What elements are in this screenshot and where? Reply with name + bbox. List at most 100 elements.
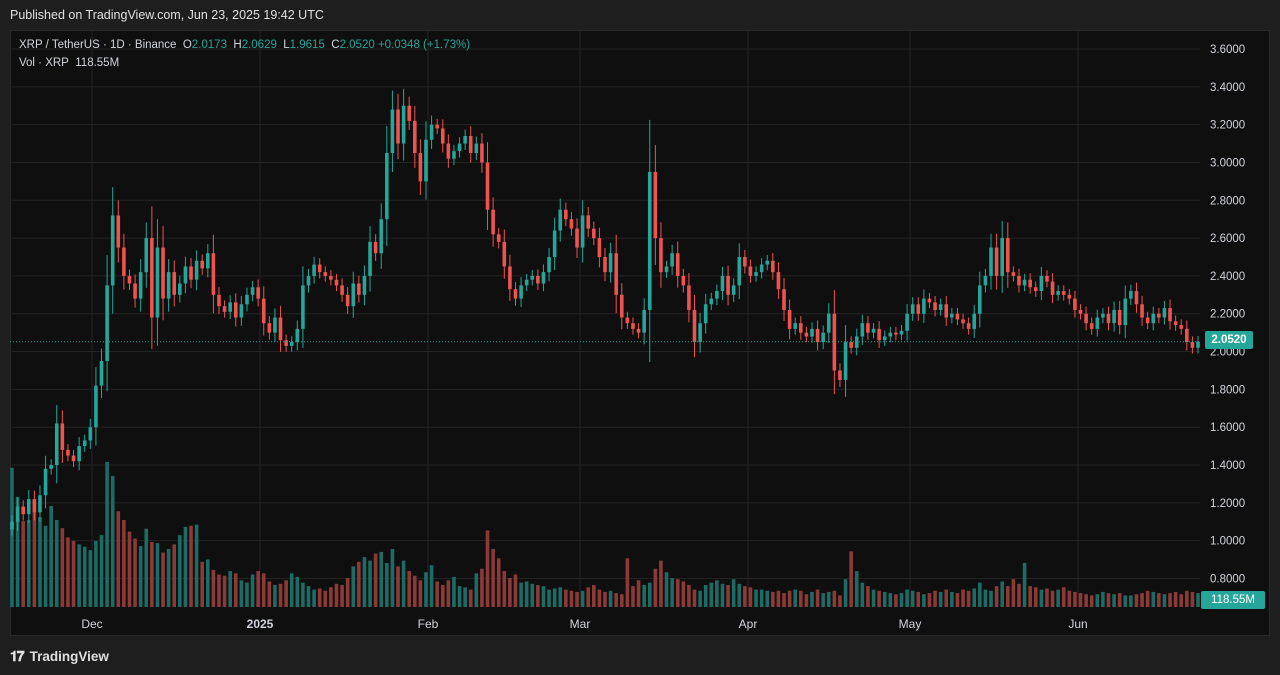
candle-body [306, 275, 311, 286]
volume-bar [849, 551, 853, 607]
candle-body [491, 209, 495, 235]
volume-value: 118.55M [75, 57, 120, 69]
volume-bar [994, 586, 999, 607]
candle-body [631, 323, 635, 329]
volume-bar [983, 589, 988, 607]
candle-body [832, 313, 837, 371]
x-tick-label: Jun [1068, 617, 1087, 631]
volume-bar [871, 589, 876, 607]
volume-bar [961, 589, 965, 607]
volume-bar [172, 544, 177, 607]
candle-body [144, 238, 149, 273]
volume-bar [754, 589, 758, 607]
volume-bar [166, 549, 171, 607]
candle-body [558, 209, 563, 231]
volume-bar [429, 565, 434, 607]
candle-body [390, 109, 395, 154]
tradingview-brand[interactable]: 𝟏𝟕 TradingView [10, 648, 109, 665]
candle-body [1084, 313, 1088, 324]
candle-body [1157, 313, 1161, 318]
y-tick-label: 2.2000 [1210, 309, 1245, 321]
volume-bar [1017, 583, 1021, 607]
candle-body [642, 309, 646, 333]
volume-bar [524, 581, 529, 607]
volume-bar [491, 549, 495, 607]
candle-body [284, 340, 288, 346]
volume-bar [804, 594, 809, 607]
volume-bar [480, 568, 484, 607]
candle-body [1106, 313, 1111, 324]
volume-bar [1061, 587, 1066, 607]
y-tick-label: 2.0000 [1210, 347, 1245, 359]
volume-bar [183, 526, 188, 607]
volume-bar [966, 590, 971, 607]
candle-body [994, 247, 999, 276]
candle-body [1067, 294, 1072, 299]
volume-bar [435, 581, 439, 607]
candle-body [200, 260, 205, 269]
candle-body [351, 283, 356, 307]
volume-bar [1173, 591, 1178, 607]
volume-bar [1134, 594, 1139, 607]
volume-bar [452, 576, 456, 607]
volume-bar [698, 590, 702, 607]
candle-body [614, 253, 618, 295]
candle-body [636, 328, 641, 333]
candle-body [273, 317, 277, 333]
candle-body [54, 423, 59, 466]
volume-bar [10, 467, 14, 607]
grid-lines [12, 31, 1200, 607]
candle-body [161, 247, 165, 299]
candle-body [508, 266, 512, 290]
volume-bar [826, 591, 831, 607]
candle-body [922, 298, 926, 314]
volume-bar [687, 584, 691, 607]
candle-body [138, 272, 143, 299]
volume-bar [625, 558, 630, 607]
volume-bar [1089, 595, 1094, 607]
volume-bar [636, 580, 641, 607]
candle-body [289, 342, 294, 346]
volume-bar [821, 593, 825, 607]
volume-bar [144, 528, 149, 607]
volume-bar [726, 584, 730, 607]
volume-bar [446, 580, 451, 607]
volume-bar [373, 553, 378, 607]
candle-body [860, 323, 865, 337]
candle-body [71, 455, 76, 462]
volume-bar [866, 586, 870, 607]
candle-body [709, 298, 714, 305]
candle-body [547, 257, 551, 273]
candle-body [228, 302, 232, 312]
chart-frame[interactable] [10, 30, 1270, 636]
candle-body [603, 257, 607, 273]
volume-label: Vol · XRP [19, 57, 69, 69]
volume-bar [1050, 590, 1055, 607]
volume-bar [474, 573, 479, 607]
candle-body [552, 230, 557, 258]
candle-body [1196, 341, 1200, 348]
candle-body [519, 285, 523, 299]
volume-bar [737, 583, 742, 607]
volume-bar [155, 543, 160, 607]
volume-bar [530, 583, 535, 607]
volume-bar [1045, 588, 1049, 607]
x-tick-label: Feb [418, 617, 439, 631]
candle-body [10, 521, 14, 530]
volume-bar [206, 559, 210, 607]
volume-bar [138, 546, 143, 607]
candle-body [278, 317, 283, 341]
volume-bar [592, 584, 596, 607]
volume-bar [468, 589, 473, 607]
candle-body [217, 294, 221, 307]
candle-body [1101, 313, 1105, 318]
volume-bar [43, 525, 48, 607]
y-tick-label: 1.0000 [1210, 536, 1245, 548]
candle-body [1000, 238, 1004, 276]
candle-body [1151, 313, 1156, 324]
candle-body [77, 446, 81, 462]
volume-bar [289, 573, 294, 607]
volume-bar [161, 552, 165, 607]
candle-body [687, 285, 691, 310]
